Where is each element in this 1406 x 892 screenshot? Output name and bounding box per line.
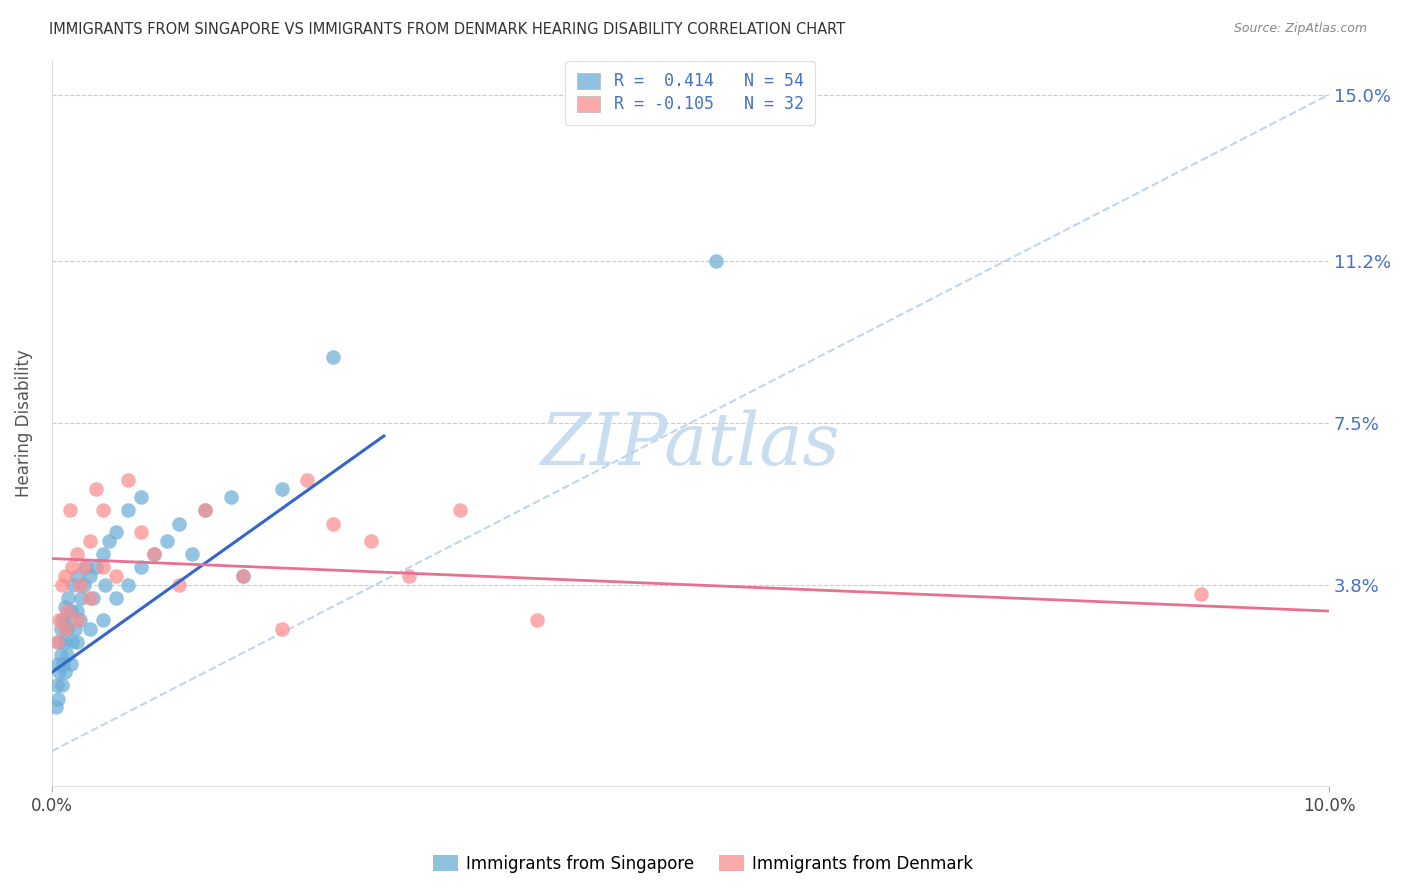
- Point: [104, 569, 127, 583]
- Point: [48, 613, 70, 627]
- Point: [117, 503, 139, 517]
- Point: [86, 482, 108, 496]
- Point: [450, 503, 472, 517]
- Point: [232, 569, 254, 583]
- Text: Source: ZipAtlas.com: Source: ZipAtlas.com: [1233, 22, 1367, 36]
- Point: [129, 490, 152, 504]
- Point: [232, 569, 254, 583]
- Point: [53, 665, 76, 680]
- Point: [73, 578, 96, 592]
- Point: [270, 482, 292, 496]
- Point: [51, 578, 73, 592]
- Point: [46, 691, 69, 706]
- Point: [79, 534, 101, 549]
- Point: [48, 665, 70, 680]
- Point: [270, 622, 292, 636]
- Point: [63, 622, 86, 636]
- Point: [360, 534, 382, 549]
- Point: [45, 678, 67, 692]
- Point: [66, 604, 89, 618]
- Point: [526, 613, 548, 627]
- Point: [51, 613, 73, 627]
- Point: [49, 648, 72, 662]
- Point: [60, 634, 83, 648]
- Point: [79, 569, 101, 583]
- Point: [98, 534, 121, 549]
- Point: [59, 503, 82, 517]
- Y-axis label: Hearing Disability: Hearing Disability: [15, 349, 32, 497]
- Point: [181, 547, 204, 561]
- Point: [53, 613, 76, 627]
- Point: [66, 634, 89, 648]
- Point: [704, 254, 727, 268]
- Point: [91, 613, 114, 627]
- Point: [51, 678, 73, 692]
- Point: [194, 503, 217, 517]
- Point: [73, 560, 96, 574]
- Point: [66, 569, 89, 583]
- Point: [194, 503, 217, 517]
- Point: [86, 560, 108, 574]
- Point: [53, 634, 76, 648]
- Point: [45, 700, 67, 714]
- Point: [45, 634, 67, 648]
- Point: [104, 525, 127, 540]
- Point: [53, 569, 76, 583]
- Text: IMMIGRANTS FROM SINGAPORE VS IMMIGRANTS FROM DENMARK HEARING DISABILITY CORRELAT: IMMIGRANTS FROM SINGAPORE VS IMMIGRANTS …: [49, 22, 845, 37]
- Point: [91, 503, 114, 517]
- Point: [56, 648, 79, 662]
- Point: [69, 578, 91, 592]
- Point: [52, 657, 75, 671]
- Point: [94, 578, 117, 592]
- Point: [117, 473, 139, 487]
- Point: [322, 516, 344, 531]
- Point: [59, 604, 82, 618]
- Text: ZIPatlas: ZIPatlas: [540, 409, 841, 480]
- Point: [79, 622, 101, 636]
- Point: [219, 490, 242, 504]
- Point: [82, 591, 104, 605]
- Point: [49, 622, 72, 636]
- Point: [398, 569, 420, 583]
- Point: [48, 634, 70, 648]
- Point: [66, 547, 89, 561]
- Point: [129, 560, 152, 574]
- Point: [104, 591, 127, 605]
- Point: [46, 657, 69, 671]
- Point: [117, 578, 139, 592]
- Point: [79, 591, 101, 605]
- Point: [169, 578, 191, 592]
- Point: [69, 613, 91, 627]
- Point: [295, 473, 318, 487]
- Point: [322, 350, 344, 364]
- Point: [62, 578, 84, 592]
- Point: [1189, 586, 1212, 600]
- Point: [156, 534, 179, 549]
- Point: [58, 591, 80, 605]
- Point: [56, 604, 79, 618]
- Point: [142, 547, 165, 561]
- Point: [59, 657, 82, 671]
- Point: [75, 560, 97, 574]
- Legend: Immigrants from Singapore, Immigrants from Denmark: Immigrants from Singapore, Immigrants fr…: [426, 848, 980, 880]
- Point: [91, 560, 114, 574]
- Point: [70, 591, 93, 605]
- Legend: R =  0.414   N = 54, R = -0.105   N = 32: R = 0.414 N = 54, R = -0.105 N = 32: [565, 61, 815, 125]
- Point: [129, 525, 152, 540]
- Point: [66, 613, 89, 627]
- Point: [169, 516, 191, 531]
- Point: [53, 599, 76, 614]
- Point: [56, 622, 79, 636]
- Point: [142, 547, 165, 561]
- Point: [53, 622, 76, 636]
- Point: [60, 560, 83, 574]
- Point: [91, 547, 114, 561]
